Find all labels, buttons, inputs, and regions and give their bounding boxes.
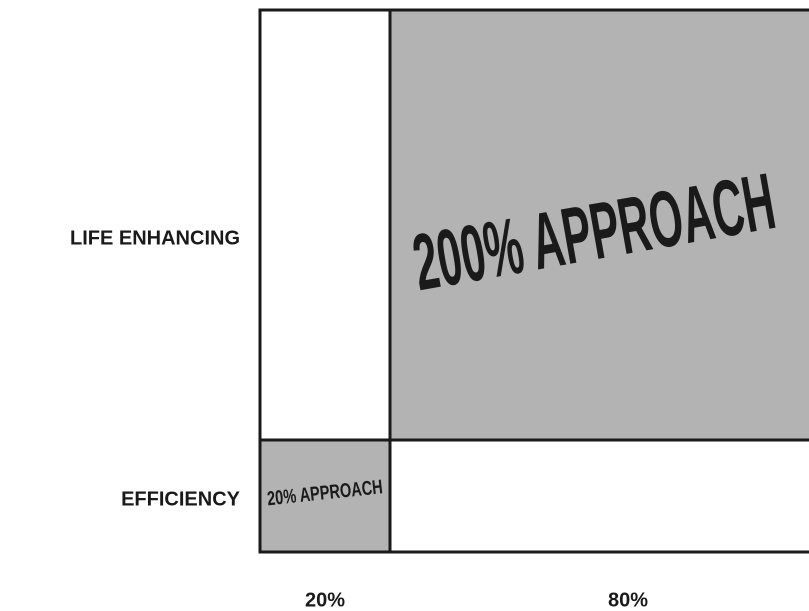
column-label: 20% [305,589,345,611]
small-cell [260,440,390,552]
large-cell [390,10,809,440]
row-label: EFFICIENCY [121,488,241,510]
grid-frame [258,8,809,554]
column-label: 80% [608,589,648,611]
row-label: LIFE ENHANCING [70,227,240,249]
